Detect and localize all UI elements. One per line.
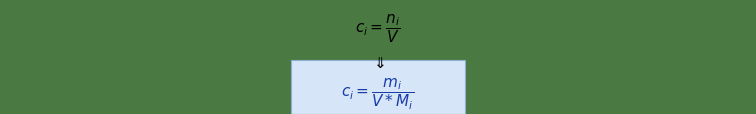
FancyBboxPatch shape: [291, 60, 465, 114]
Text: $\mathit{c_i} = \dfrac{n_i}{V}$: $\mathit{c_i} = \dfrac{n_i}{V}$: [355, 12, 401, 45]
Text: $\mathit{c_i} = \dfrac{m_i}{V * M_i}$: $\mathit{c_i} = \dfrac{m_i}{V * M_i}$: [342, 76, 414, 111]
Text: $\Downarrow$: $\Downarrow$: [370, 55, 386, 70]
